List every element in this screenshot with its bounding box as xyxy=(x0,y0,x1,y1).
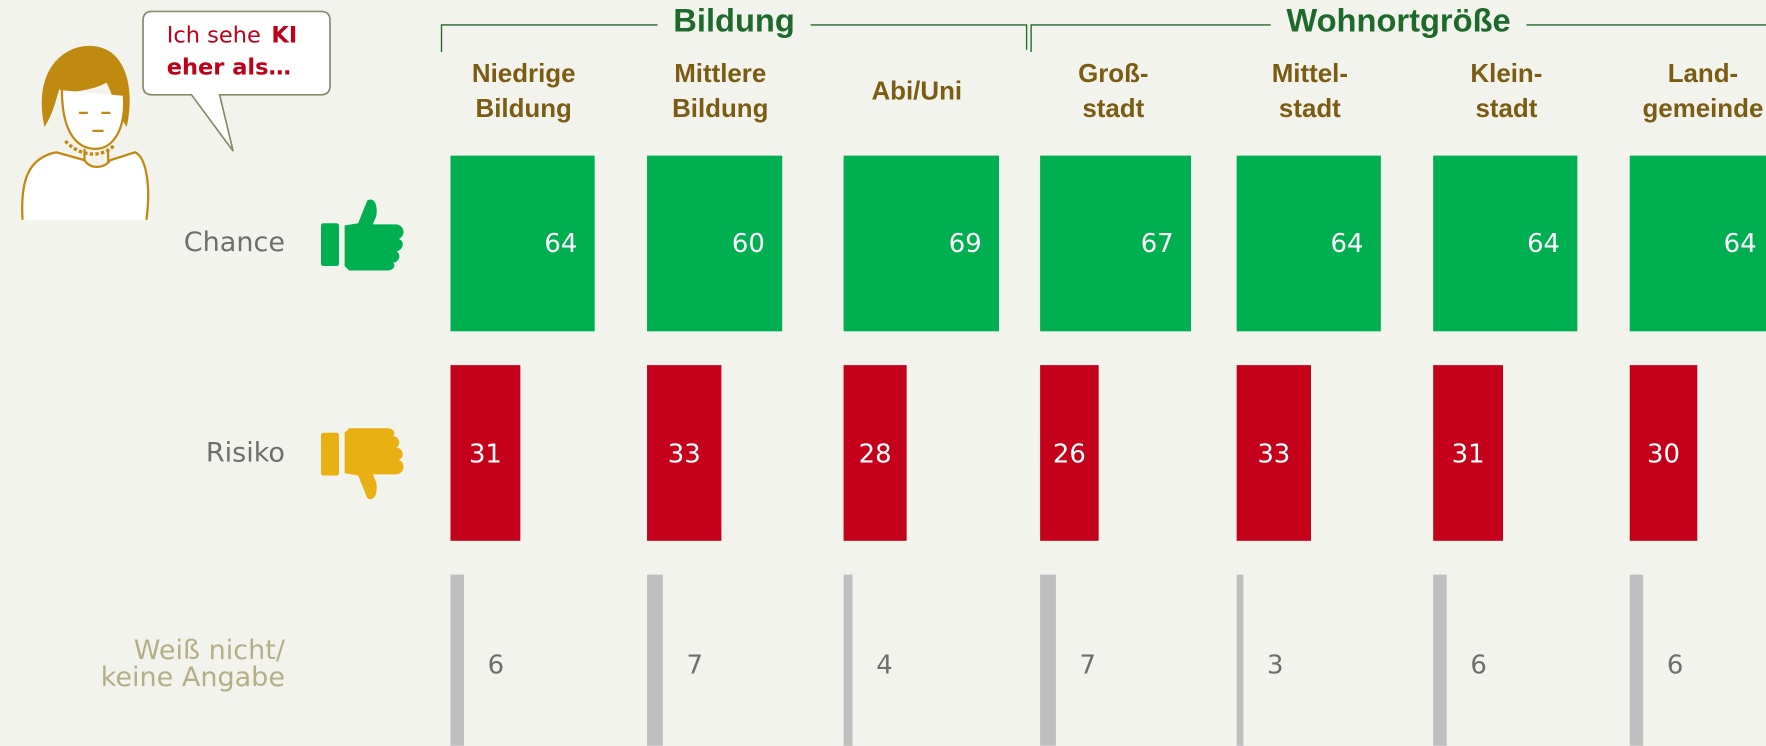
column-label: Mittel-stadt xyxy=(1272,60,1348,123)
row-label: Chance xyxy=(184,227,285,258)
bar xyxy=(1433,155,1578,332)
illustration xyxy=(21,45,150,220)
bar xyxy=(647,574,663,746)
bar xyxy=(647,155,783,332)
value-label: 3 xyxy=(1267,650,1283,680)
value-label: 64 xyxy=(1724,229,1757,259)
bar xyxy=(647,365,722,541)
value-label: 26 xyxy=(1053,440,1086,470)
value-label: 33 xyxy=(668,440,701,470)
column-label: Mittlere Bildung xyxy=(672,60,768,123)
value-label: 64 xyxy=(1527,229,1560,259)
value-label: 64 xyxy=(1331,229,1364,259)
column-label: Abi/Uni xyxy=(871,77,962,105)
bar xyxy=(843,155,1000,332)
illustration-mask xyxy=(0,220,158,233)
group-header: Wohnortgröße xyxy=(1286,1,1510,38)
value-label: 31 xyxy=(1452,440,1485,470)
thumb-up-icon xyxy=(320,199,404,271)
value-label: 67 xyxy=(1141,229,1174,259)
value-label: 7 xyxy=(686,650,702,680)
bar xyxy=(1040,574,1056,746)
group-bracket xyxy=(1030,24,1766,53)
bar xyxy=(1433,365,1504,541)
bubble-emphasis: KI xyxy=(271,23,297,49)
bar xyxy=(1236,365,1311,541)
value-label: 6 xyxy=(1470,650,1486,680)
bar xyxy=(1040,155,1192,332)
value-label: 69 xyxy=(949,229,982,259)
bar xyxy=(1236,574,1244,746)
group-header: Bildung xyxy=(673,1,795,38)
value-label: 7 xyxy=(1080,650,1096,680)
column-label: Niedrige Bildung xyxy=(472,60,576,123)
bar xyxy=(450,574,465,746)
bar xyxy=(1629,365,1698,541)
bar xyxy=(1629,155,1766,332)
column-label: Land-gemeinde xyxy=(1642,60,1763,123)
value-label: 64 xyxy=(544,229,577,259)
bar xyxy=(843,365,907,541)
bar xyxy=(1236,155,1381,332)
value-label: 4 xyxy=(876,650,892,680)
bubble-text: Ich sehe xyxy=(167,23,261,49)
column-label: Groß-stadt xyxy=(1078,60,1148,123)
bar xyxy=(450,365,521,541)
value-label: 60 xyxy=(732,229,765,259)
value-label: 30 xyxy=(1647,440,1680,470)
speech-bubble: Ich sehe KI eher als… xyxy=(142,10,331,152)
value-label: 6 xyxy=(1667,650,1683,680)
value-label: 33 xyxy=(1257,440,1290,470)
row-label: Risiko xyxy=(206,438,285,469)
row-label: Weiß nicht/keine Angabe xyxy=(101,635,286,693)
value-label: 6 xyxy=(488,650,504,680)
bar xyxy=(843,574,853,746)
value-label: 28 xyxy=(859,440,892,470)
bubble-text: eher als… xyxy=(167,54,291,80)
bar xyxy=(1629,574,1644,746)
bar xyxy=(450,155,595,332)
thumb-down-icon xyxy=(320,428,404,500)
bar xyxy=(1433,574,1447,746)
group-bracket xyxy=(440,24,1028,53)
column-label: Klein-stadt xyxy=(1470,60,1542,123)
bar xyxy=(1040,365,1099,541)
value-label: 31 xyxy=(469,440,502,470)
